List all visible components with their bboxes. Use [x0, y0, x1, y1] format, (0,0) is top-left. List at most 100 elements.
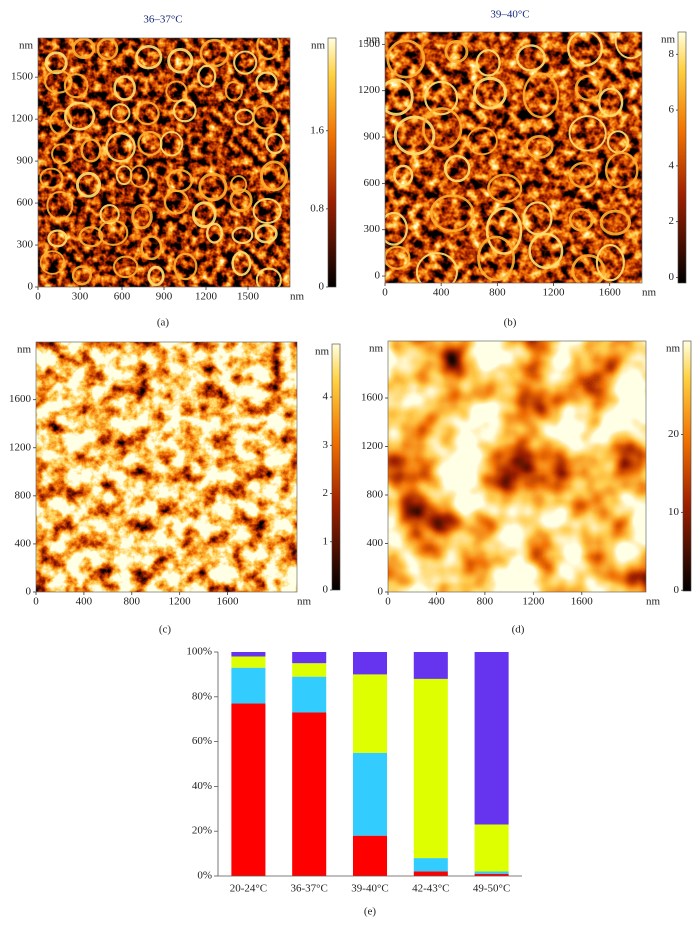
texture-ring [147, 265, 165, 287]
afm-image [385, 32, 642, 283]
x-tick-label: 0 [382, 287, 388, 299]
texture-ring [231, 226, 254, 245]
texture-ring [393, 115, 436, 156]
colorbar-tick-label: 0 [674, 584, 680, 596]
texture-ring [199, 38, 230, 68]
texture-ring [110, 103, 131, 123]
texture-ring [99, 204, 120, 225]
y-tick-label: 100% [186, 646, 212, 658]
bar-segment [352, 674, 388, 753]
bar-segment [474, 871, 509, 874]
colorbar-label: nm [666, 343, 681, 355]
afm-image [36, 342, 297, 592]
x-tick-label: 800 [477, 596, 494, 608]
texture-ring [78, 226, 104, 248]
texture-ring [265, 132, 285, 155]
texture-ring [39, 167, 64, 189]
texture-ring [256, 38, 281, 61]
texture-ring [614, 32, 642, 60]
y-tick-label: 1600 [9, 393, 32, 405]
texture-ring [429, 194, 475, 233]
image-frame [35, 341, 298, 593]
afm-image [388, 341, 646, 592]
panel-title: 39–40°C [490, 9, 529, 21]
texture-ring [113, 75, 136, 101]
texture-ring [385, 245, 411, 270]
y-axis-label: nm [19, 40, 34, 52]
texture-ring [472, 76, 507, 110]
y-tick-label: 0% [197, 870, 212, 882]
y-tick-label: 800 [367, 489, 384, 501]
colorbar-tick-label: 20 [668, 428, 680, 440]
texture-ring [224, 80, 243, 102]
texture-ring [197, 64, 217, 88]
x-tick-label: 400 [76, 596, 93, 608]
texture-ring [198, 172, 228, 202]
x-axis-label: nm [642, 287, 657, 299]
texture-ring [230, 175, 248, 194]
colorbar-label: nm [315, 346, 330, 358]
y-tick-label: 600 [364, 177, 381, 189]
texture-ring [135, 45, 163, 70]
x-tick-label: 0 [35, 291, 41, 303]
x-tick-label: 300 [72, 291, 89, 303]
bar-segment [413, 652, 448, 679]
bar-segment [231, 703, 266, 876]
y-tick-label: 1200 [361, 440, 384, 452]
afm-image [38, 38, 290, 287]
y-tick-label: 20% [192, 825, 212, 837]
texture-ring [475, 49, 501, 77]
x-tick-label: 1200 [195, 291, 218, 303]
colorbar-label: nm [661, 34, 676, 46]
y-axis-label: nm [369, 343, 384, 355]
panel: (d) 0 400 800 1200 1600 0 400 800 1200 1600 nm nm nm 0… [361, 340, 692, 636]
y-tick-label: 600 [17, 197, 34, 209]
colorbar-tick-label: 4 [323, 391, 329, 403]
colorbar [327, 37, 337, 288]
x-axis-label: nm [290, 291, 305, 303]
texture-ring [252, 197, 282, 224]
texture-ring [415, 252, 458, 283]
y-tick-label: 300 [17, 239, 34, 251]
colorbar-label: nm [311, 40, 326, 52]
x-tick-label: 1600 [571, 596, 594, 608]
bar-segment [352, 835, 388, 876]
y-tick-label: 900 [17, 155, 34, 167]
texture-ring [135, 101, 160, 126]
texture-ring [595, 243, 625, 282]
texture-ring [112, 255, 139, 279]
panel-label: (e) [364, 906, 377, 918]
texture-ring [571, 254, 606, 283]
bar-segment [231, 667, 266, 704]
x-tick-label: 49-50°C [473, 883, 510, 895]
bar-segment [413, 858, 448, 872]
y-tick-label: 300 [364, 223, 381, 235]
texture-ring [393, 164, 414, 187]
y-axis-label: nm [17, 344, 32, 356]
y-tick-label: 1200 [9, 441, 32, 453]
texture-ring [260, 160, 288, 192]
texture-ring [522, 72, 560, 119]
x-tick-label: 400 [428, 596, 445, 608]
colorbar-tick-label: 2 [669, 215, 675, 227]
texture-ring [131, 203, 153, 230]
texture-ring [44, 51, 68, 75]
y-tick-label: 900 [364, 131, 381, 143]
colorbar-tick-label: 3 [323, 439, 329, 451]
x-tick-label: 800 [124, 596, 141, 608]
texture-ring [255, 71, 278, 93]
texture-ring [574, 74, 603, 102]
colorbar [331, 343, 341, 591]
bar-segment [352, 652, 388, 675]
bar-segment [231, 656, 266, 668]
texture-ring [604, 151, 639, 189]
texture-ring [525, 135, 554, 159]
x-tick-label: 1200 [522, 596, 545, 608]
ring-layer [39, 38, 288, 287]
panel-label: (a) [157, 317, 170, 329]
image-frame [387, 340, 647, 593]
texture-ring [98, 219, 129, 246]
texture-ring [105, 132, 136, 163]
image-frame [384, 31, 643, 284]
colorbar-tick-label: 1.6 [310, 124, 324, 136]
